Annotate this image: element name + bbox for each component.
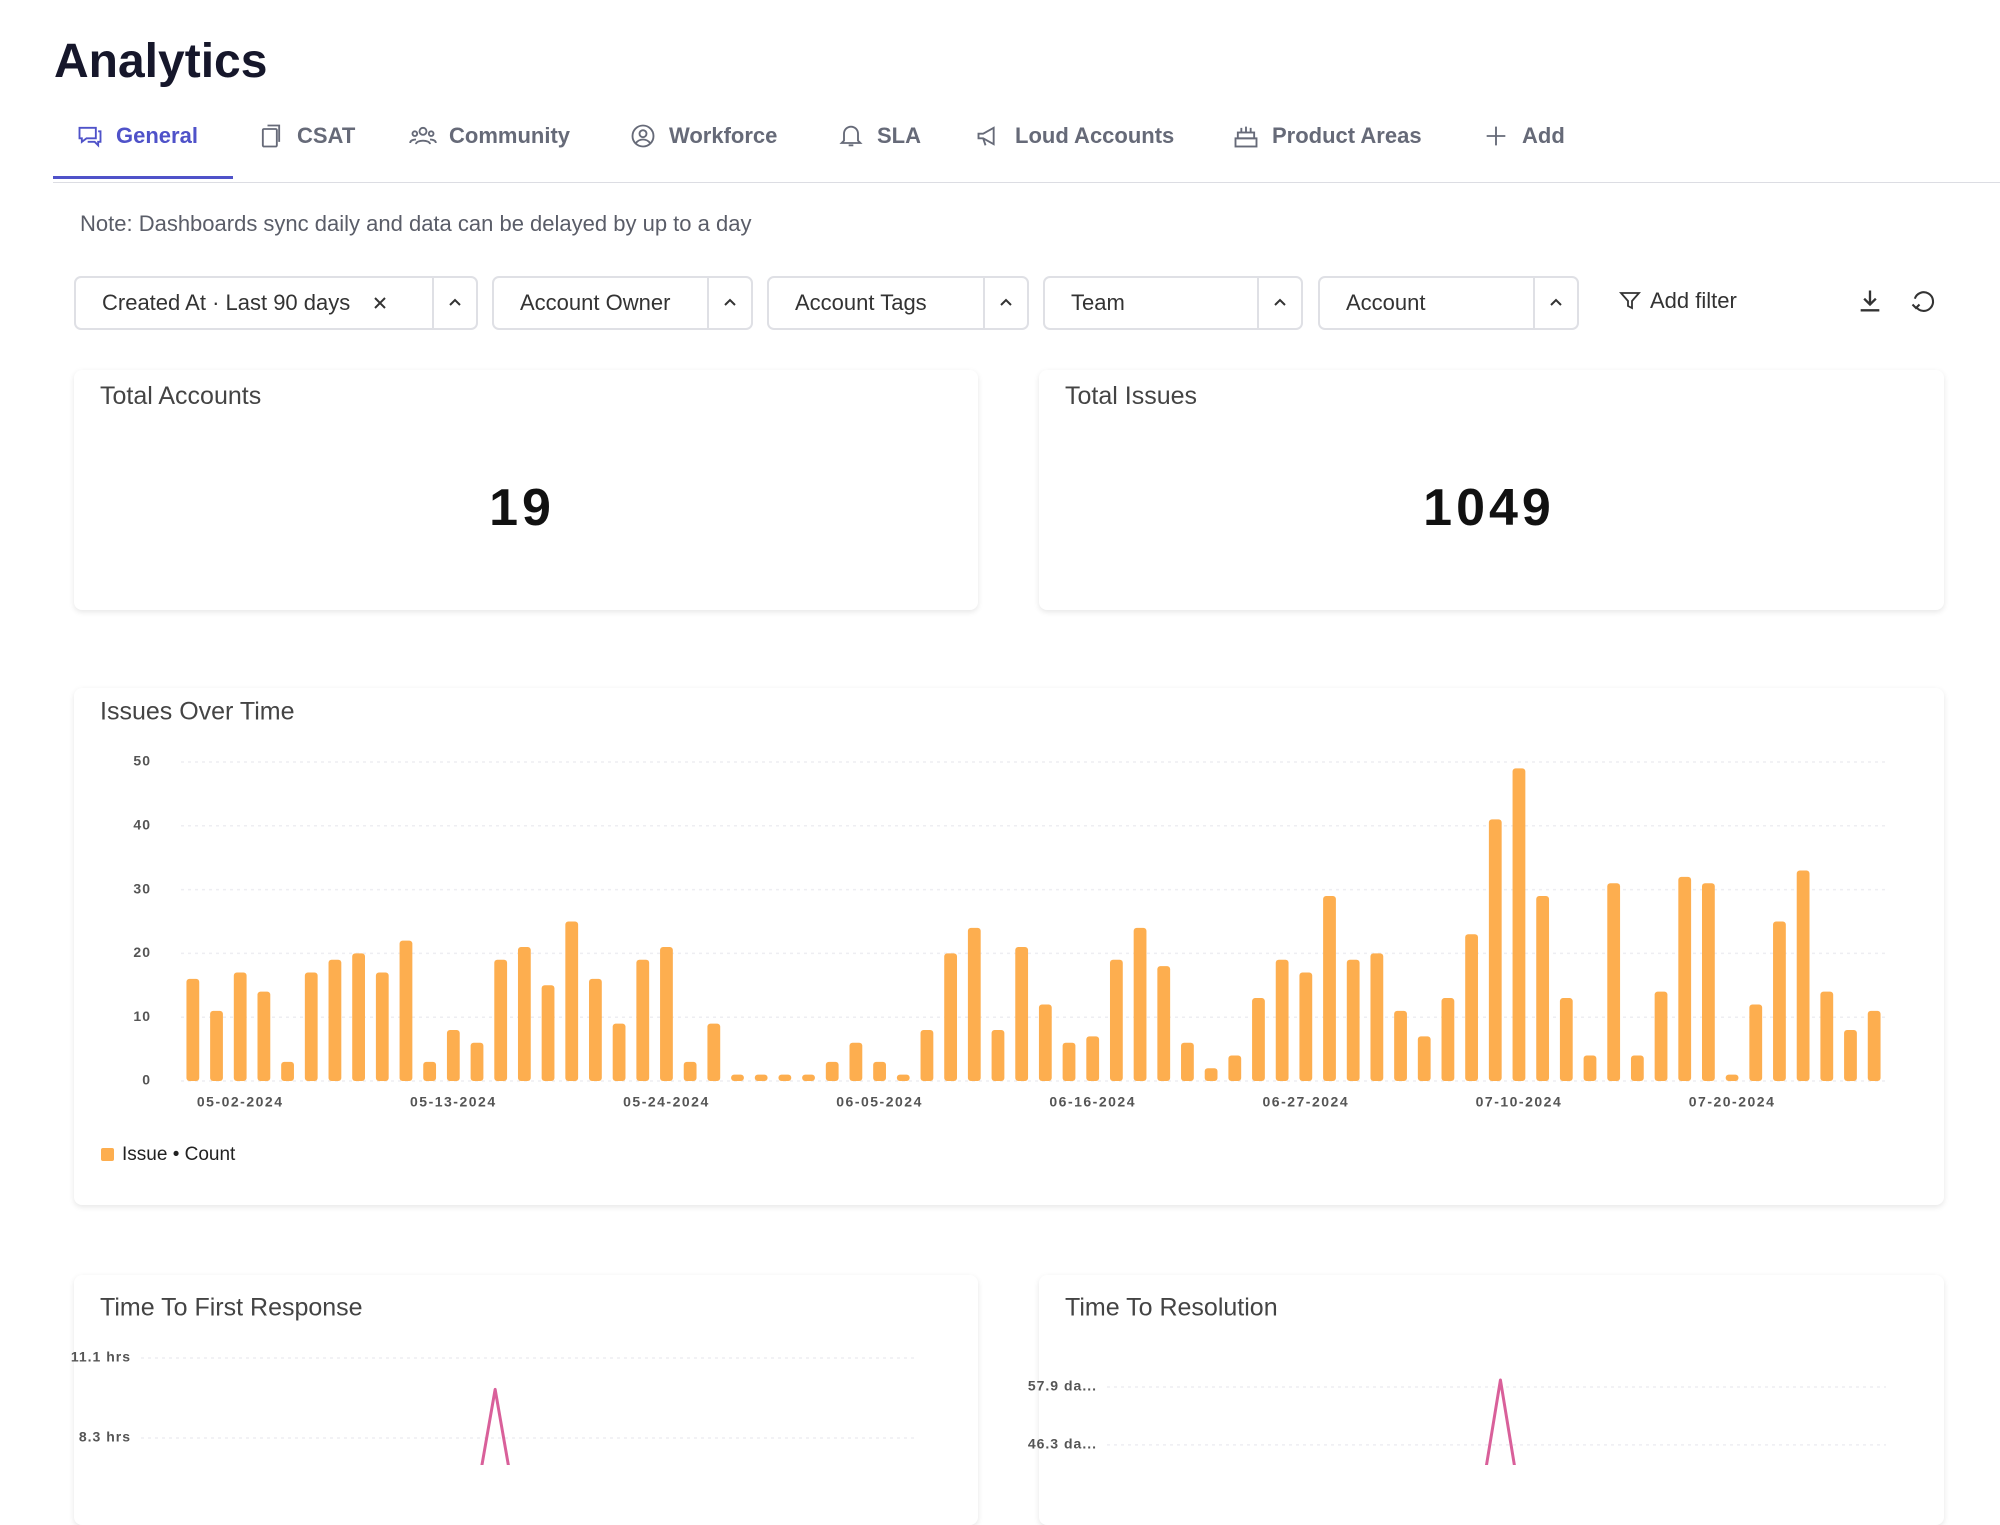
sync-note: Note: Dashboards sync daily and data can…	[80, 211, 752, 236]
tab[interactable]: Workforce	[629, 121, 777, 151]
tab[interactable]: Product Areas	[1232, 121, 1422, 151]
tab-label: Community	[449, 123, 570, 148]
refresh-button[interactable]	[1908, 287, 1938, 315]
chart-card	[74, 1275, 978, 1525]
stat-value: 19	[489, 479, 555, 537]
stat-value: 1049	[1423, 479, 1555, 537]
active-tab-indicator	[53, 176, 233, 179]
tab-divider	[53, 182, 2000, 183]
stat-card	[74, 370, 978, 610]
filter[interactable]: Account Owner	[492, 276, 753, 330]
download-button[interactable]	[1856, 287, 1884, 315]
tab[interactable]: SLA	[837, 121, 921, 151]
filter-label: Team	[1071, 290, 1125, 315]
filter[interactable]: Team	[1043, 276, 1303, 330]
tab[interactable]: Add	[1482, 121, 1565, 151]
stat-card	[1039, 370, 1944, 610]
add-filter-button[interactable]: Add filter	[1618, 288, 1737, 314]
stat-label: Total Accounts	[100, 382, 262, 410]
filter-label: Account Tags	[795, 290, 927, 315]
tab[interactable]: Community	[409, 121, 570, 151]
chart-card	[1039, 1275, 1944, 1525]
tab-label: Workforce	[669, 123, 778, 148]
filter[interactable]: Created At · Last 90 days	[74, 276, 478, 330]
tab-label: General	[116, 123, 198, 148]
tab-label: Product Areas	[1272, 123, 1422, 148]
filter-label: Account Owner	[520, 290, 671, 315]
filter-label: Created At · Last 90 days	[102, 290, 351, 315]
page-title: Analytics	[54, 35, 268, 88]
filter[interactable]: Account	[1318, 276, 1579, 330]
tab[interactable]: CSAT	[257, 121, 355, 151]
filter-label: Account	[1346, 290, 1426, 315]
analytics-page: Analytics General CSAT Community Workfor…	[53, 35, 2000, 1465]
tab[interactable]: General	[76, 121, 198, 151]
chart-card	[74, 688, 1944, 1205]
stat-label: Total Issues	[1065, 382, 1198, 410]
tab-label: Add	[1522, 123, 1565, 148]
clear-icon[interactable]	[372, 295, 388, 311]
filter[interactable]: Account Tags	[767, 276, 1029, 330]
tab-label: CSAT	[297, 123, 356, 148]
tab-label: Loud Accounts	[1015, 123, 1175, 148]
add-filter-label: Add filter	[1650, 288, 1737, 313]
tab-label: SLA	[877, 123, 921, 148]
tab[interactable]: Loud Accounts	[975, 121, 1174, 151]
